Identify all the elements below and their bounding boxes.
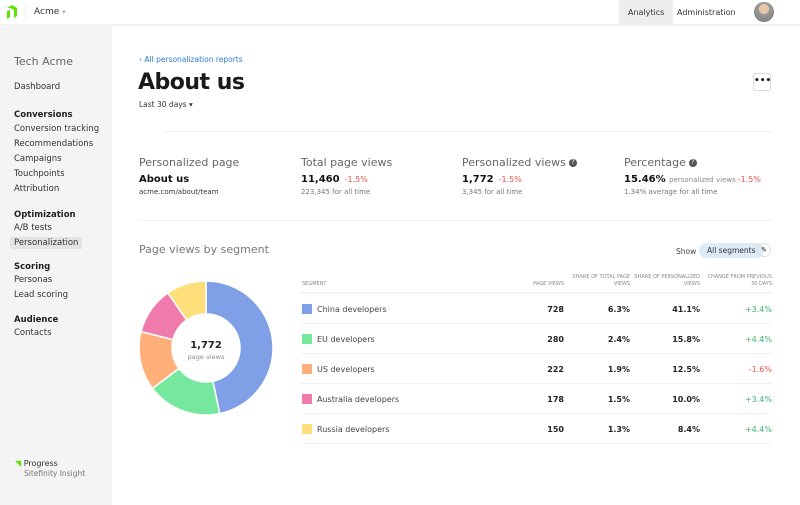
divider	[164, 131, 772, 132]
segment-color-swatch	[302, 424, 312, 434]
sidebar-item-a-b-tests[interactable]: A/B tests	[14, 223, 52, 233]
table-header: Segment Page views Share of total page v…	[300, 274, 772, 294]
progress-logo-icon[interactable]	[6, 5, 18, 19]
chevron-down-icon: ▾	[62, 8, 66, 16]
share-total: 1.3%	[607, 425, 630, 434]
org-switcher[interactable]: Acme ▾	[34, 7, 66, 17]
donut-slice-china-developers[interactable]	[205, 280, 274, 415]
section-title: Page views by segment	[139, 243, 269, 256]
sidebar-item-personas[interactable]: Personas	[14, 275, 53, 285]
sidebar-item-dashboard[interactable]: Dashboard	[14, 82, 61, 92]
segment-color-swatch	[302, 304, 312, 314]
donut-chart: 1,772 page views	[138, 280, 274, 416]
edit-pencil-icon[interactable]: ✎	[757, 243, 771, 257]
page-views: 178	[547, 395, 564, 404]
sidebar-item-recommendations[interactable]: Recommendations	[14, 139, 94, 149]
nav-analytics[interactable]: Analytics	[619, 0, 674, 25]
table-row[interactable]: EU developers 280 2.4% 15.8% +4.4%	[300, 324, 772, 354]
sidebar-item-contacts[interactable]: Contacts	[14, 328, 52, 338]
date-range-dropdown[interactable]: Last 30 days ▾	[139, 100, 193, 109]
segments-table: Segment Page views Share of total page v…	[300, 274, 772, 444]
product-name: Sitefinity Insight	[24, 469, 86, 478]
change: +3.4%	[744, 305, 772, 314]
sidebar-heading-conversions: Conversions	[14, 110, 73, 120]
share-personalized: 8.4%	[677, 425, 700, 434]
segment-name: Russia developers	[317, 425, 390, 434]
sidebar-item-touchpoints[interactable]: Touchpoints	[14, 169, 65, 179]
page-views: 280	[547, 335, 564, 344]
page-views: 150	[547, 425, 564, 434]
segment-name: China developers	[317, 305, 387, 314]
sidebar: Tech Acme Dashboard Conversions Conversion…	[0, 26, 112, 505]
org-name: Acme	[34, 7, 60, 17]
segment-color-swatch	[302, 334, 312, 344]
sidebar-heading-scoring: Scoring	[14, 262, 51, 272]
sidebar-item-campaigns[interactable]: Campaigns	[14, 154, 62, 164]
sidebar-item-attribution[interactable]: Attribution	[14, 184, 60, 194]
show-label: Show	[676, 247, 697, 256]
avatar[interactable]	[754, 2, 774, 22]
sidebar-heading-optimization: Optimization	[14, 210, 76, 220]
share-total: 1.9%	[607, 365, 630, 374]
page-title: About us	[138, 70, 245, 95]
table-row[interactable]: Russia developers 150 1.3% 8.4% +4.4%	[300, 414, 772, 444]
top-bar: Acme ▾ Analytics Administration	[0, 0, 800, 25]
sidebar-heading-audience: Audience	[14, 315, 59, 325]
segment-color-swatch	[302, 394, 312, 404]
change: +4.4%	[744, 425, 772, 434]
sidebar-item-lead-scoring[interactable]: Lead scoring	[14, 290, 69, 300]
more-options-button[interactable]: •••	[753, 73, 771, 91]
back-link[interactable]: ‹ All personalization reports	[139, 55, 243, 64]
page-views: 728	[547, 305, 564, 314]
share-personalized: 10.0%	[672, 395, 700, 404]
table-row[interactable]: US developers 222 1.9% 12.5% -1.6%	[300, 354, 772, 384]
donut-slice-russia-developers[interactable]	[166, 280, 207, 322]
help-icon[interactable]: ?	[568, 159, 577, 167]
table-row[interactable]: China developers 728 6.3% 41.1% +3.4%	[300, 294, 772, 324]
stat-percentage: Percentage? 15.46% personalized views -1.…	[624, 156, 761, 196]
donut-center-label: page views	[188, 353, 225, 361]
table-row[interactable]: Australia developers 178 1.5% 10.0% +3.4…	[300, 384, 772, 414]
sidebar-item-personalization[interactable]: Personalization	[10, 237, 83, 249]
stat-personalized-page: Personalized page About us acme.com/abou…	[139, 156, 240, 196]
divider	[25, 4, 26, 21]
share-total: 6.3%	[607, 305, 630, 314]
help-icon[interactable]: ?	[688, 159, 697, 167]
page-views: 222	[547, 365, 564, 374]
nav-administration[interactable]: Administration	[677, 8, 736, 17]
share-total: 2.4%	[607, 335, 630, 344]
change: +4.4%	[744, 335, 772, 344]
segment-filter[interactable]: All segments	[699, 243, 764, 258]
change: -1.6%	[748, 365, 772, 374]
divider	[139, 220, 772, 221]
sidebar-title: Tech Acme	[14, 55, 73, 68]
share-total: 1.5%	[607, 395, 630, 404]
donut-center-value: 1,772	[190, 340, 222, 351]
segment-name: EU developers	[317, 335, 375, 344]
main-content: ‹ All personalization reports About us L…	[112, 26, 800, 505]
share-personalized: 41.1%	[672, 305, 700, 314]
segment-color-swatch	[302, 364, 312, 374]
sidebar-item-conversion-tracking[interactable]: Conversion tracking	[14, 124, 100, 134]
segment-name: Australia developers	[317, 395, 400, 404]
share-personalized: 12.5%	[672, 365, 700, 374]
brand-logo: ◥ Progress	[15, 459, 58, 468]
share-personalized: 15.8%	[672, 335, 700, 344]
segment-name: US developers	[317, 365, 375, 374]
change: +3.4%	[744, 395, 772, 404]
caret-down-icon: ▾	[189, 100, 193, 109]
stat-total-page-views: Total page views 11,460 -1.5% 223,345 for…	[301, 156, 393, 196]
stat-personalized-views: Personalized views? 1,772 -1.5% 3,345 for…	[462, 156, 577, 196]
